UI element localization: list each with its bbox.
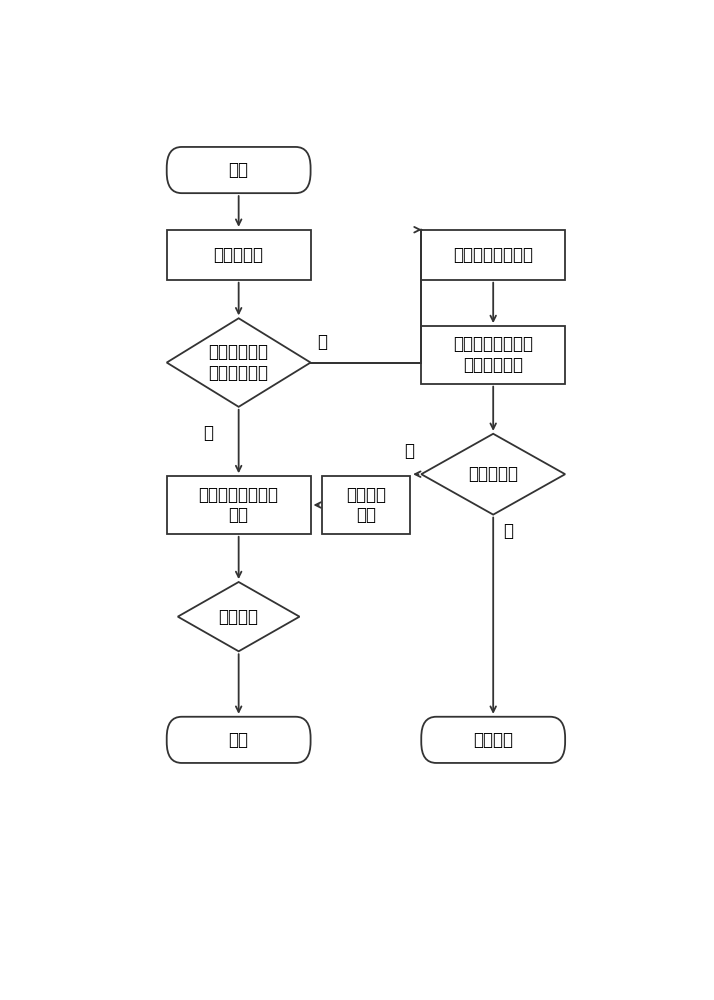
- Text: 结束: 结束: [228, 731, 248, 749]
- Polygon shape: [166, 318, 311, 407]
- Bar: [421, 326, 565, 384]
- Text: 短路故障: 短路故障: [473, 731, 513, 749]
- Text: 否: 否: [503, 522, 513, 540]
- Text: 系统正常，启动预
充电: 系统正常，启动预 充电: [198, 486, 278, 524]
- Bar: [166, 230, 311, 280]
- Polygon shape: [178, 582, 300, 651]
- Bar: [166, 476, 311, 534]
- Text: 是: 是: [203, 424, 213, 442]
- Bar: [322, 476, 410, 534]
- Text: 系统初始化: 系统初始化: [213, 246, 263, 264]
- Text: 开始: 开始: [228, 161, 248, 179]
- Text: 一定时间后检测当
前弱电电压值: 一定时间后检测当 前弱电电压值: [453, 335, 533, 374]
- Text: 否: 否: [317, 333, 327, 351]
- Text: 是: 是: [405, 442, 415, 460]
- Text: 检测强电电压
大于某设定值: 检测强电电压 大于某设定值: [208, 343, 268, 382]
- FancyBboxPatch shape: [166, 717, 311, 763]
- Text: 达到设定值: 达到设定值: [468, 465, 518, 483]
- FancyBboxPatch shape: [166, 147, 311, 193]
- Text: 断开弱电
充电: 断开弱电 充电: [346, 486, 386, 524]
- Text: 开启弱电充电电路: 开启弱电充电电路: [453, 246, 533, 264]
- Polygon shape: [421, 434, 565, 515]
- Bar: [421, 230, 565, 280]
- FancyBboxPatch shape: [421, 717, 565, 763]
- Text: 正常工作: 正常工作: [218, 608, 258, 626]
